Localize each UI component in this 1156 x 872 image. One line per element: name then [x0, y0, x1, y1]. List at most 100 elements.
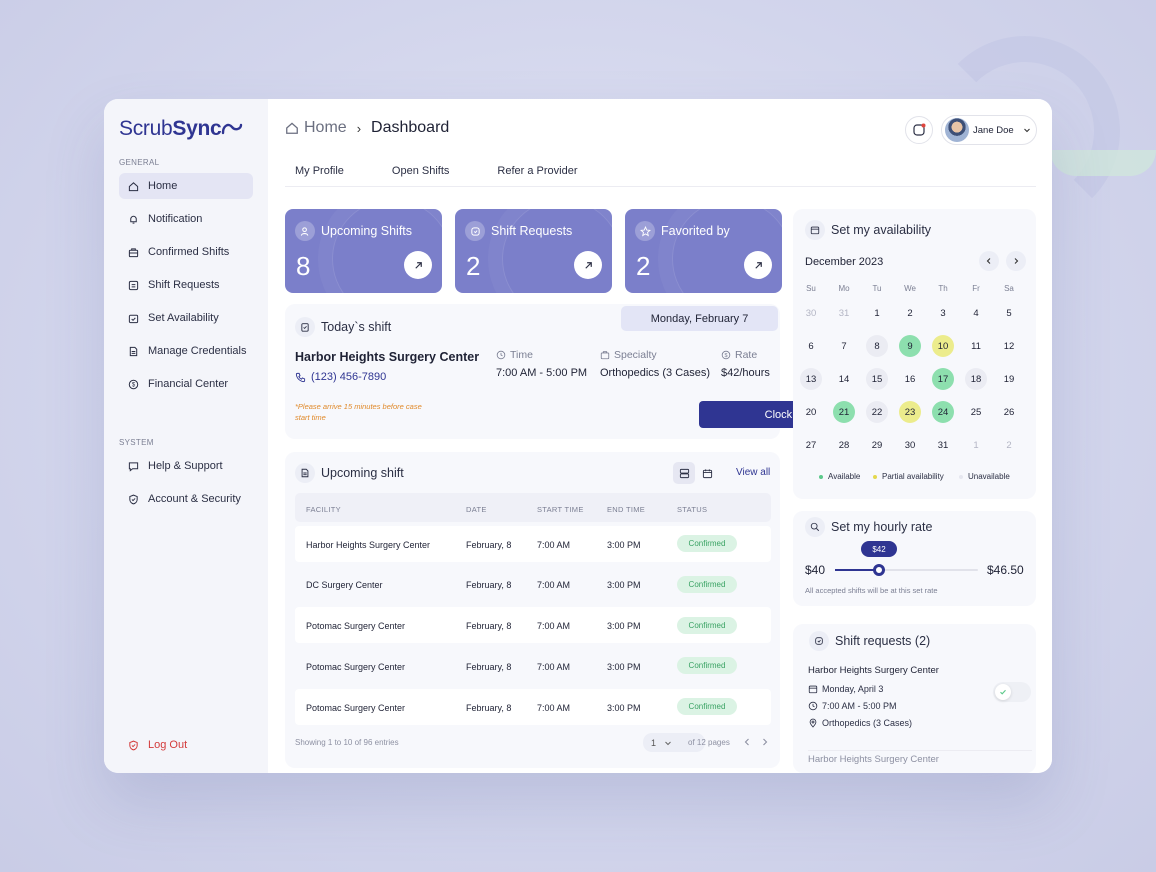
sidebar-item-label: Financial Center — [148, 378, 229, 390]
stat-card-upcoming-shifts[interactable]: Upcoming Shifts 8 — [285, 209, 442, 293]
calendar-day[interactable]: 3 — [940, 307, 946, 319]
stat-value: 8 — [296, 251, 311, 281]
view-all-link[interactable]: View all — [736, 467, 771, 478]
calendar-day[interactable]: 28 — [838, 439, 850, 451]
legend-unavailable: Unavailable — [959, 472, 1010, 481]
sidebar-item-financial-center[interactable]: $ Financial Center — [119, 371, 253, 397]
breadcrumb-home[interactable]: Home — [285, 119, 347, 137]
sidebar-item-notification[interactable]: Notification — [119, 206, 253, 232]
calendar-day[interactable]: 31 — [937, 439, 949, 451]
star-icon — [635, 221, 655, 241]
main-content: Home › Dashboard Jane Doe My Profile Ope… — [268, 99, 1052, 773]
calendar-day[interactable]: 1 — [973, 439, 979, 451]
home-icon — [286, 122, 298, 134]
chat-icon — [128, 461, 139, 472]
sidebar-item-manage-credentials[interactable]: Manage Credentials — [119, 338, 253, 364]
calendar-day[interactable]: 17 — [932, 368, 954, 390]
sidebar-item-label: Manage Credentials — [148, 345, 247, 357]
chevron-left-icon[interactable] — [742, 737, 752, 747]
calendar-day[interactable]: 21 — [833, 401, 855, 423]
sidebar-item-home[interactable]: Home — [119, 173, 253, 199]
list-view-toggle[interactable] — [673, 462, 695, 484]
tab-refer-provider[interactable]: Refer a Provider — [497, 165, 578, 177]
arrow-up-right-icon[interactable] — [744, 251, 772, 279]
calendar-day[interactable]: 30 — [805, 307, 817, 319]
calendar-day[interactable]: 19 — [1003, 373, 1015, 385]
cell-facility: Harbor Heights Surgery Center — [306, 540, 431, 550]
logo-text-bold: Sync — [172, 117, 222, 140]
calendar-day[interactable]: 5 — [1006, 307, 1012, 319]
calendar-day[interactable]: 9 — [899, 335, 921, 357]
todays-date-pill[interactable]: Monday, February 7 — [621, 306, 778, 331]
sidebar-item-label: Notification — [148, 213, 203, 225]
notification-icon — [913, 123, 926, 136]
calendar-day[interactable]: 18 — [965, 368, 987, 390]
chevron-right-icon[interactable] — [760, 737, 770, 747]
calendar-day[interactable]: 22 — [866, 401, 888, 423]
logout-button[interactable]: Log Out — [119, 732, 253, 758]
calendar-day[interactable]: 12 — [1003, 340, 1015, 352]
sidebar-item-help-support[interactable]: Help & Support — [119, 453, 253, 479]
sidebar-item-set-availability[interactable]: Set Availability — [119, 305, 253, 331]
user-menu[interactable]: Jane Doe — [941, 115, 1037, 145]
rate-min: $40 — [805, 563, 826, 577]
column-header-facility: FACILITY — [306, 505, 341, 514]
calendar-day[interactable]: 25 — [970, 406, 982, 418]
phone-number: (123) 456-7890 — [311, 371, 387, 383]
calendar-day[interactable]: 8 — [866, 335, 888, 357]
page-select[interactable]: 1 — [643, 733, 705, 752]
calendar-day[interactable]: 4 — [973, 307, 979, 319]
calendar-day[interactable]: 24 — [932, 401, 954, 423]
cell-start-time: 7:00 AM — [537, 540, 571, 550]
document-icon — [129, 346, 138, 356]
calendar-day[interactable]: 26 — [1003, 406, 1015, 418]
stat-label: Upcoming Shifts — [321, 224, 413, 238]
todays-shift-title: Today`s shift — [321, 320, 392, 334]
arrow-up-right-icon[interactable] — [404, 251, 432, 279]
arrow-up-right-icon[interactable] — [574, 251, 602, 279]
users-icon — [295, 221, 315, 241]
calendar-day[interactable]: 1 — [874, 307, 880, 319]
calendar-day[interactable]: 2 — [907, 307, 913, 319]
arrival-note: *Please arrive 15 minutes before case st… — [295, 402, 422, 422]
calendar-day[interactable]: 13 — [800, 368, 822, 390]
tab-open-shifts[interactable]: Open Shifts — [391, 165, 450, 177]
calendar-day[interactable]: 6 — [808, 340, 814, 352]
rate-slider-track[interactable]: $42 — [835, 541, 978, 576]
calendar-day[interactable]: 29 — [871, 439, 883, 451]
user-name: Jane Doe — [973, 124, 1014, 136]
calendar-day[interactable]: 27 — [805, 439, 817, 451]
sidebar-item-confirmed-shifts[interactable]: Confirmed Shifts — [119, 239, 253, 265]
calendar-day[interactable]: 15 — [866, 368, 888, 390]
rate-slider-thumb[interactable] — [873, 564, 885, 576]
calendar-day[interactable]: 30 — [904, 439, 916, 451]
phone-link[interactable]: (123) 456-7890 — [295, 371, 386, 383]
calendar-day[interactable]: 20 — [805, 406, 817, 418]
legend-available-label: Available — [828, 472, 861, 481]
calendar-day[interactable]: 23 — [899, 401, 921, 423]
calendar-day[interactable]: 7 — [841, 340, 847, 352]
calendar-day[interactable]: 11 — [971, 340, 981, 352]
calendar-day[interactable]: 14 — [838, 373, 850, 385]
calendar-view-toggle[interactable] — [696, 462, 718, 484]
calendar-day[interactable]: 2 — [1006, 439, 1012, 451]
calendar-day[interactable]: 10 — [932, 335, 954, 357]
sidebar-item-account-security[interactable]: Account & Security — [119, 486, 253, 512]
calendar-icon — [805, 220, 825, 240]
prev-month-button[interactable] — [979, 251, 999, 271]
tab-my-profile[interactable]: My Profile — [295, 165, 344, 177]
calendar-day[interactable]: 16 — [904, 373, 916, 385]
calendar-day[interactable]: 31 — [838, 307, 850, 319]
notification-button[interactable] — [905, 116, 933, 144]
sidebar-item-label: Set Availability — [148, 312, 219, 324]
logo: Scrub Sync — [119, 117, 243, 141]
stat-card-shift-requests[interactable]: Shift Requests 2 — [455, 209, 612, 293]
cell-date: February, 8 — [466, 703, 512, 713]
accept-request-toggle[interactable] — [993, 682, 1031, 702]
stat-card-favorited-by[interactable]: Favorited by 2 — [625, 209, 782, 293]
next-month-button[interactable] — [1006, 251, 1026, 271]
logo-wave-icon — [222, 123, 243, 135]
dollar-icon: $ — [128, 379, 139, 389]
app-window: Scrub Sync GENERAL Home Notification Conf… — [104, 99, 1052, 773]
sidebar-item-shift-requests[interactable]: Shift Requests — [119, 272, 253, 298]
